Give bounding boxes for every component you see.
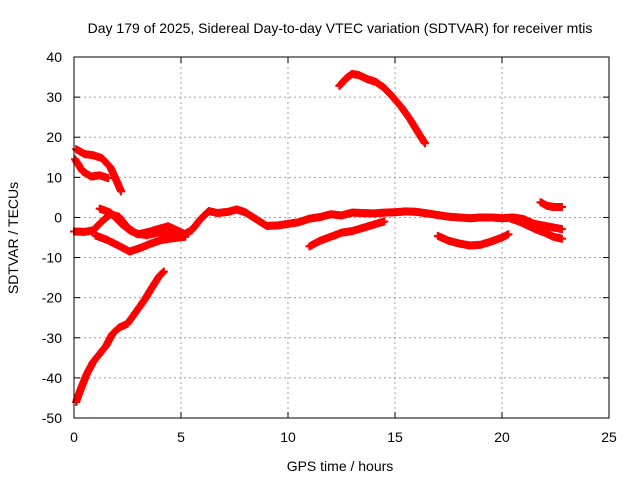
data-point bbox=[557, 234, 566, 243]
data-series bbox=[433, 230, 513, 250]
y-tick-label: -40 bbox=[42, 370, 62, 386]
data-point bbox=[159, 267, 168, 276]
x-tick-label: 25 bbox=[601, 429, 617, 445]
x-tick-label: 20 bbox=[494, 429, 510, 445]
y-tick-label: 0 bbox=[54, 209, 62, 225]
x-tick-label: 15 bbox=[387, 429, 403, 445]
data-series bbox=[536, 198, 566, 212]
y-tick-label: -20 bbox=[42, 290, 62, 306]
y-tick-label: 10 bbox=[46, 169, 62, 185]
data-series bbox=[335, 69, 429, 148]
x-tick-label: 0 bbox=[70, 429, 78, 445]
data-point bbox=[557, 203, 566, 212]
y-tick-label: -50 bbox=[42, 410, 62, 426]
data-series bbox=[72, 267, 168, 406]
ticks bbox=[73, 56, 610, 419]
data-series bbox=[95, 204, 190, 239]
data-layer bbox=[70, 69, 566, 406]
data-series bbox=[91, 231, 190, 256]
data-point bbox=[158, 268, 167, 277]
data-series bbox=[71, 155, 113, 183]
data-series bbox=[72, 145, 126, 196]
data-series bbox=[506, 214, 566, 243]
y-tick-label: -10 bbox=[42, 250, 62, 266]
y-tick-label: 30 bbox=[46, 89, 62, 105]
data-point bbox=[557, 225, 566, 234]
x-axis-label: GPS time / hours bbox=[287, 458, 394, 474]
y-tick-label: 40 bbox=[46, 49, 62, 65]
x-tick-label: 10 bbox=[280, 429, 296, 445]
y-tick-label: -30 bbox=[42, 330, 62, 346]
x-tick-label: 5 bbox=[177, 429, 185, 445]
y-tick-label: 20 bbox=[46, 129, 62, 145]
data-point bbox=[104, 174, 113, 183]
data-point bbox=[380, 217, 389, 226]
plot-frame bbox=[73, 56, 610, 419]
y-axis-label: SDTVAR / TECUs bbox=[5, 182, 21, 294]
data-point bbox=[420, 139, 429, 148]
data-series bbox=[305, 217, 389, 251]
tick-labels: 0 5 10 15 20 25 -50 -40 -30 -20 -10 0 10 20 30 40 bbox=[42, 49, 617, 445]
data-point bbox=[504, 230, 513, 239]
data-point bbox=[181, 230, 190, 239]
data-point bbox=[117, 187, 126, 196]
chart-title: Day 179 of 2025, Sidereal Day-to-day VTE… bbox=[88, 20, 593, 36]
